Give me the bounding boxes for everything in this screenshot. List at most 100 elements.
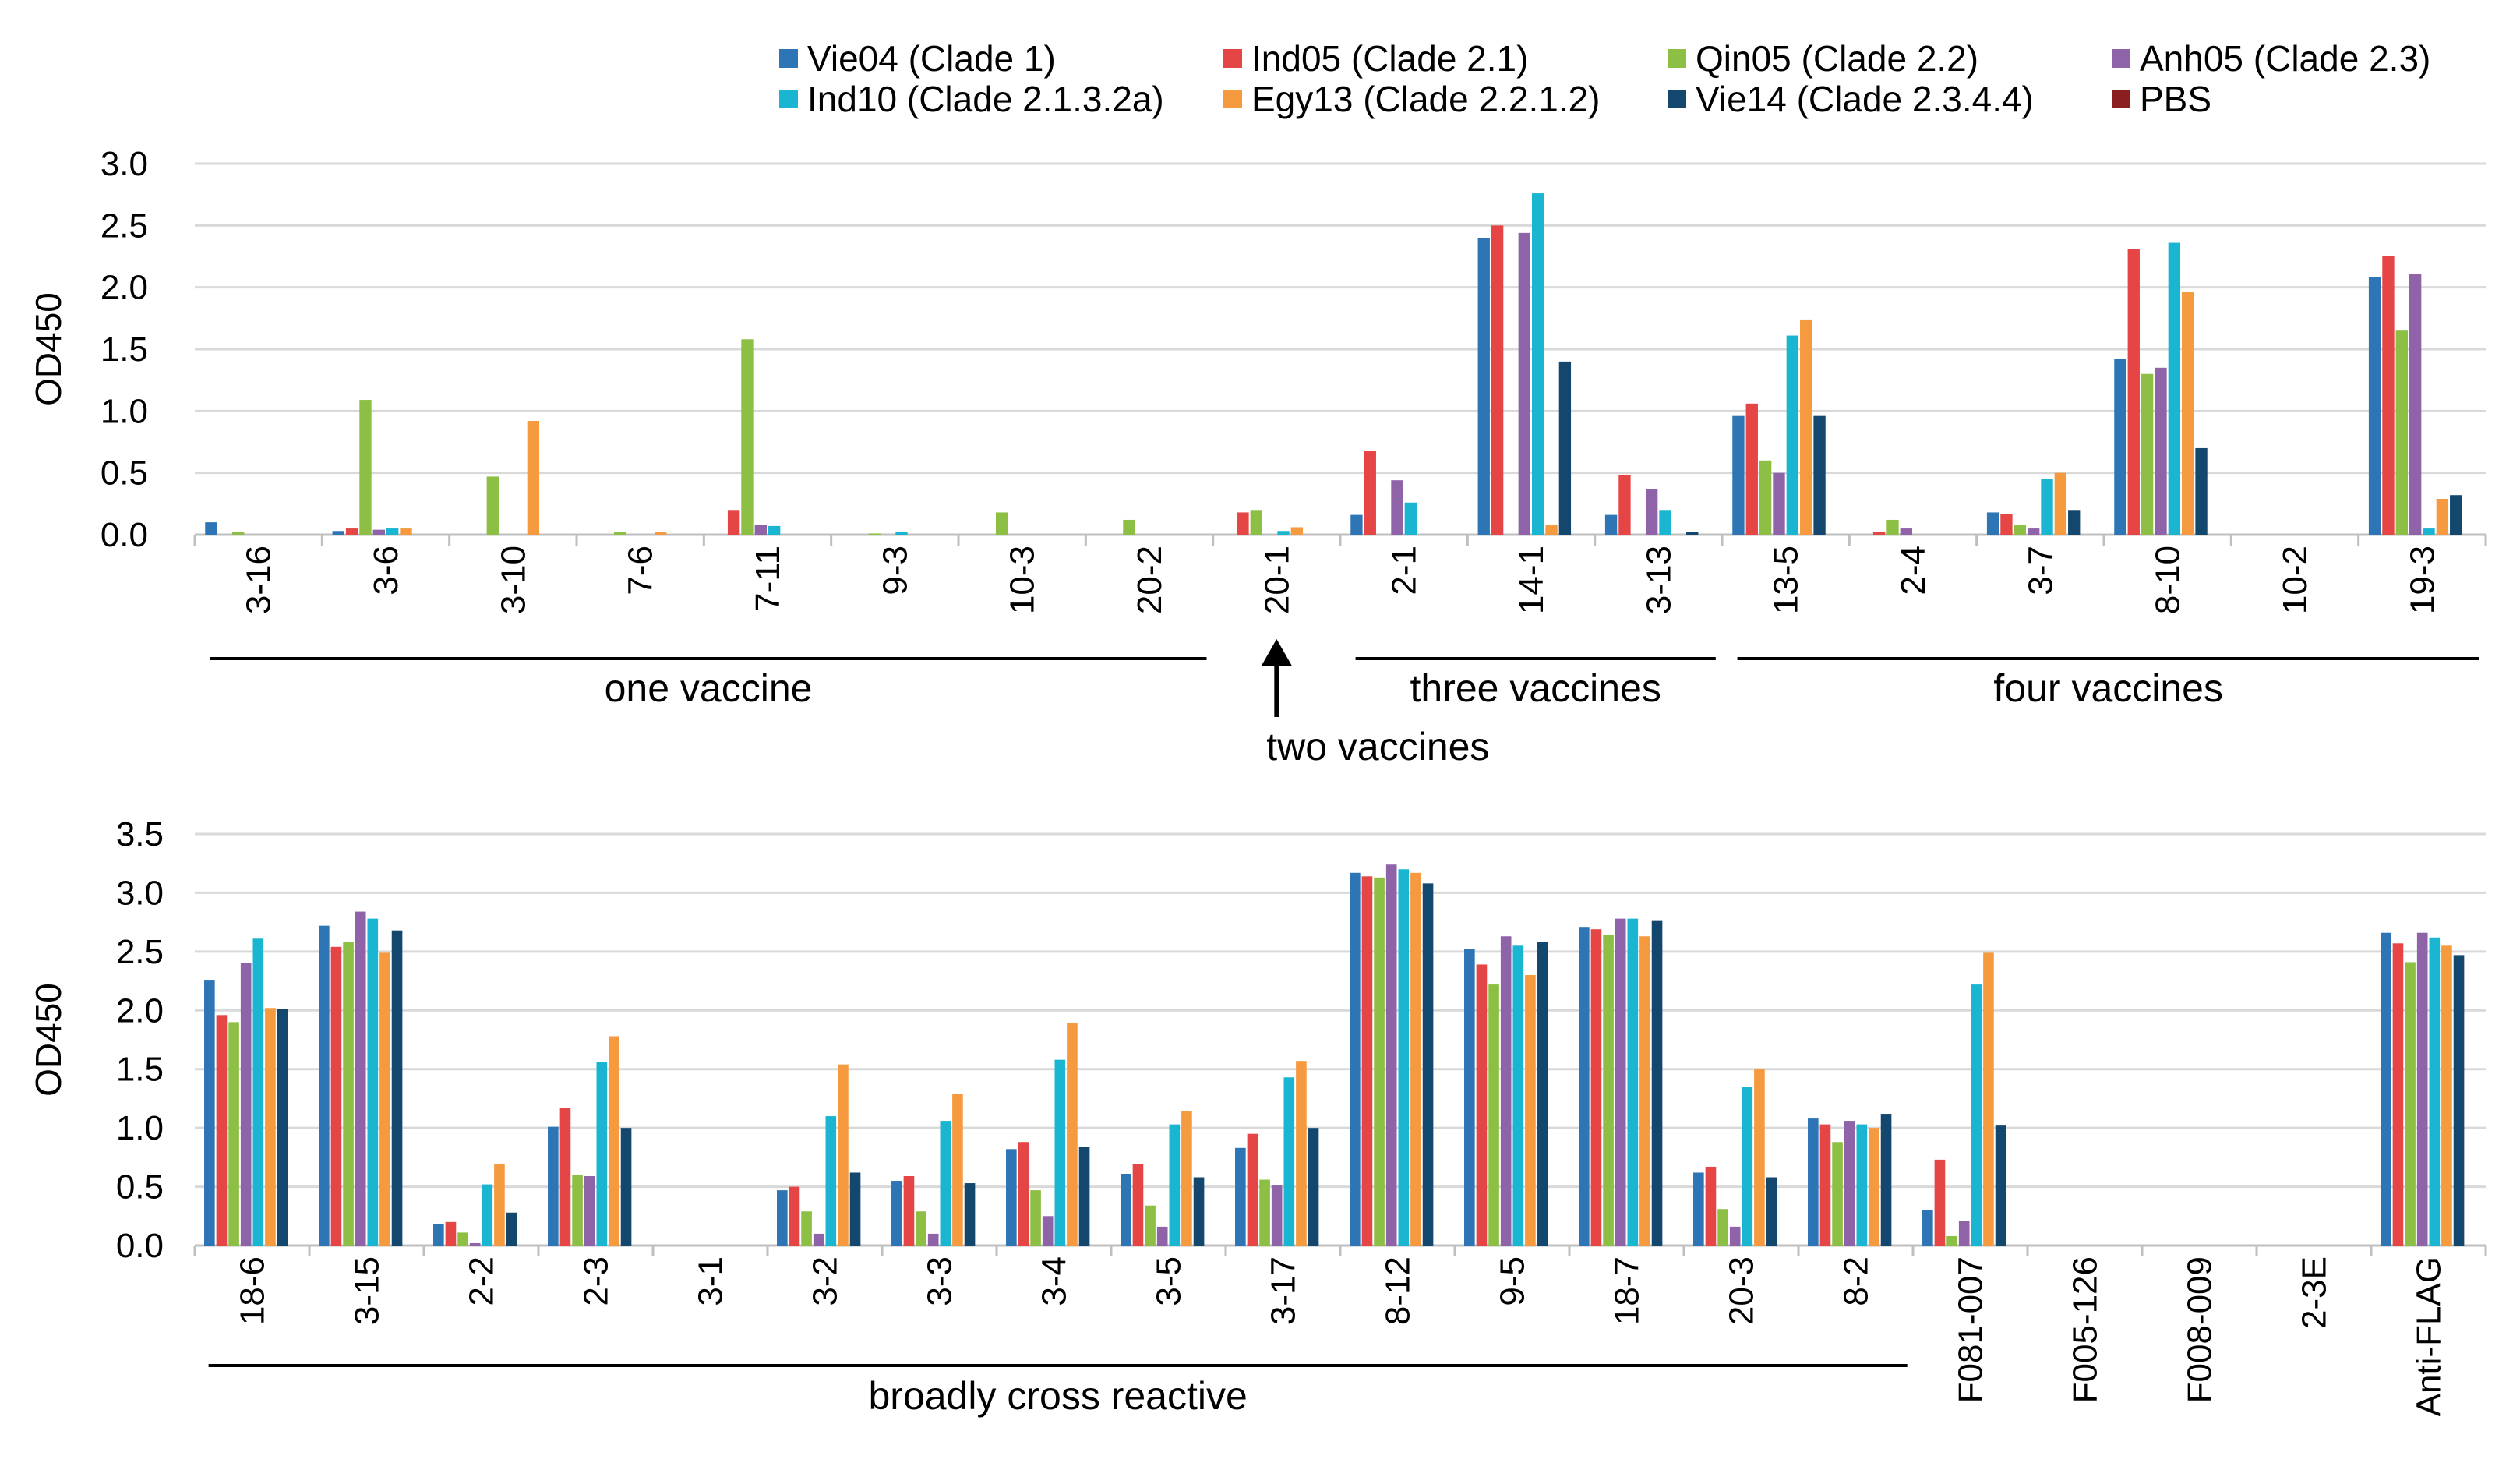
bar bbox=[1886, 519, 1899, 535]
bar bbox=[1277, 531, 1290, 535]
bar bbox=[1934, 1159, 1946, 1246]
y-tick-label: 1.0 bbox=[116, 1109, 164, 1147]
bar bbox=[1856, 1124, 1868, 1246]
bar bbox=[1705, 1166, 1717, 1246]
y-tick-label: 2.0 bbox=[101, 269, 148, 307]
bar bbox=[2014, 525, 2026, 535]
bar bbox=[1958, 1221, 1970, 1246]
legend-item-anh05: Anh05 (Clade 2.3) bbox=[2112, 37, 2430, 80]
bar bbox=[596, 1062, 608, 1246]
bar bbox=[1145, 1205, 1156, 1246]
group-label: broadly cross reactive bbox=[868, 1374, 1247, 1418]
bar bbox=[1995, 1125, 2006, 1246]
bar bbox=[2141, 373, 2154, 535]
bar bbox=[433, 1224, 444, 1246]
group-label: four vaccines bbox=[1993, 666, 2223, 710]
bar bbox=[2127, 249, 2140, 535]
bar bbox=[1132, 1164, 1144, 1246]
bar bbox=[727, 510, 740, 535]
bar bbox=[445, 1221, 457, 1246]
bar bbox=[1078, 1147, 1090, 1246]
x-tick-label: 3-4 bbox=[1036, 1256, 1074, 1306]
bar bbox=[1729, 1226, 1741, 1246]
bar bbox=[482, 1184, 493, 1246]
bar bbox=[2409, 274, 2422, 535]
legend-item-ind05: Ind05 (Clade 2.1) bbox=[1223, 37, 1528, 80]
x-tick-label: 10-3 bbox=[1004, 546, 1042, 614]
bar bbox=[1042, 1216, 1054, 1246]
x-tick-label: 7-11 bbox=[749, 546, 787, 612]
bar bbox=[1361, 876, 1373, 1246]
x-tick-label: 8-12 bbox=[1379, 1256, 1417, 1325]
legend-label-pbs: PBS bbox=[2140, 79, 2212, 119]
bar bbox=[1512, 945, 1524, 1246]
bar bbox=[1156, 1226, 1168, 1246]
x-tick-label: 3-10 bbox=[494, 546, 532, 614]
bar bbox=[2195, 447, 2208, 535]
bar bbox=[1558, 361, 1572, 535]
legend-swatch-vie14 bbox=[1668, 90, 1686, 108]
x-tick-label: 20-2 bbox=[1131, 546, 1169, 614]
bar bbox=[1477, 238, 1490, 535]
bar bbox=[1639, 936, 1650, 1246]
bar bbox=[1391, 480, 1403, 535]
bar bbox=[204, 980, 215, 1246]
bar bbox=[1054, 1059, 1066, 1246]
bar bbox=[868, 533, 881, 535]
bar bbox=[1880, 1114, 1892, 1246]
legend-swatch-ind10 bbox=[779, 90, 798, 108]
bar bbox=[1247, 1133, 1258, 1246]
bar bbox=[372, 529, 385, 535]
bar bbox=[1659, 510, 1671, 535]
bar bbox=[584, 1175, 595, 1246]
bar bbox=[359, 400, 372, 535]
bar bbox=[1800, 319, 1812, 535]
bar bbox=[620, 1128, 632, 1246]
bar bbox=[1986, 512, 1999, 535]
bar bbox=[1193, 1177, 1205, 1246]
bar bbox=[1603, 935, 1614, 1246]
legend-swatch-egy13 bbox=[1223, 90, 1242, 108]
legend-label-anh05: Anh05 (Clade 2.3) bbox=[2140, 38, 2431, 79]
bar bbox=[572, 1175, 583, 1246]
bar bbox=[367, 918, 379, 1246]
bar bbox=[1237, 512, 1249, 535]
bar bbox=[330, 946, 342, 1246]
x-tick-label: 3-7 bbox=[2021, 546, 2059, 595]
bar bbox=[825, 1116, 837, 1246]
x-tick-label: 2-3 bbox=[577, 1256, 616, 1306]
group-label: three vaccines bbox=[1410, 666, 1661, 710]
bar bbox=[1604, 514, 1618, 535]
bar bbox=[801, 1211, 812, 1246]
bar bbox=[1651, 920, 1663, 1246]
bar bbox=[1374, 877, 1385, 1246]
annotation-arrow-head bbox=[1261, 639, 1293, 666]
bar bbox=[2041, 479, 2053, 535]
x-tick-label: F005-126 bbox=[2066, 1256, 2105, 1403]
bar bbox=[332, 531, 344, 535]
legend-swatch-pbs bbox=[2112, 90, 2130, 108]
x-tick-label: 18-6 bbox=[234, 1256, 272, 1325]
bar bbox=[1590, 929, 1602, 1246]
bar bbox=[1717, 1209, 1728, 1246]
x-tick-label: 19-3 bbox=[2403, 546, 2441, 614]
y-tick-label: 2.5 bbox=[116, 933, 164, 971]
bar bbox=[1464, 949, 1475, 1246]
bar bbox=[1296, 1061, 1307, 1246]
bar bbox=[1819, 1124, 1831, 1246]
chart-2: 0.0 0.5 1.0 1.5 2.0 2.5 3.0 3.5 OD450 18-6 3-15 2-2… bbox=[28, 815, 2487, 1418]
y-tick-label: 0.0 bbox=[101, 516, 148, 554]
y-tick-label: 0.5 bbox=[101, 454, 148, 493]
y-tick-label: 1.5 bbox=[116, 1051, 164, 1089]
annotation-label: two vaccines bbox=[1266, 725, 1489, 768]
bar bbox=[2182, 292, 2194, 535]
bar bbox=[231, 532, 245, 535]
bar bbox=[849, 1172, 861, 1246]
bar bbox=[1410, 872, 1421, 1246]
bar bbox=[813, 1233, 824, 1246]
legend-item-ind10: Ind10 (Clade 2.1.3.2a) bbox=[779, 78, 1164, 120]
x-tick-label: 20-1 bbox=[1258, 546, 1296, 614]
bar bbox=[916, 1211, 926, 1246]
bar bbox=[1290, 527, 1304, 535]
